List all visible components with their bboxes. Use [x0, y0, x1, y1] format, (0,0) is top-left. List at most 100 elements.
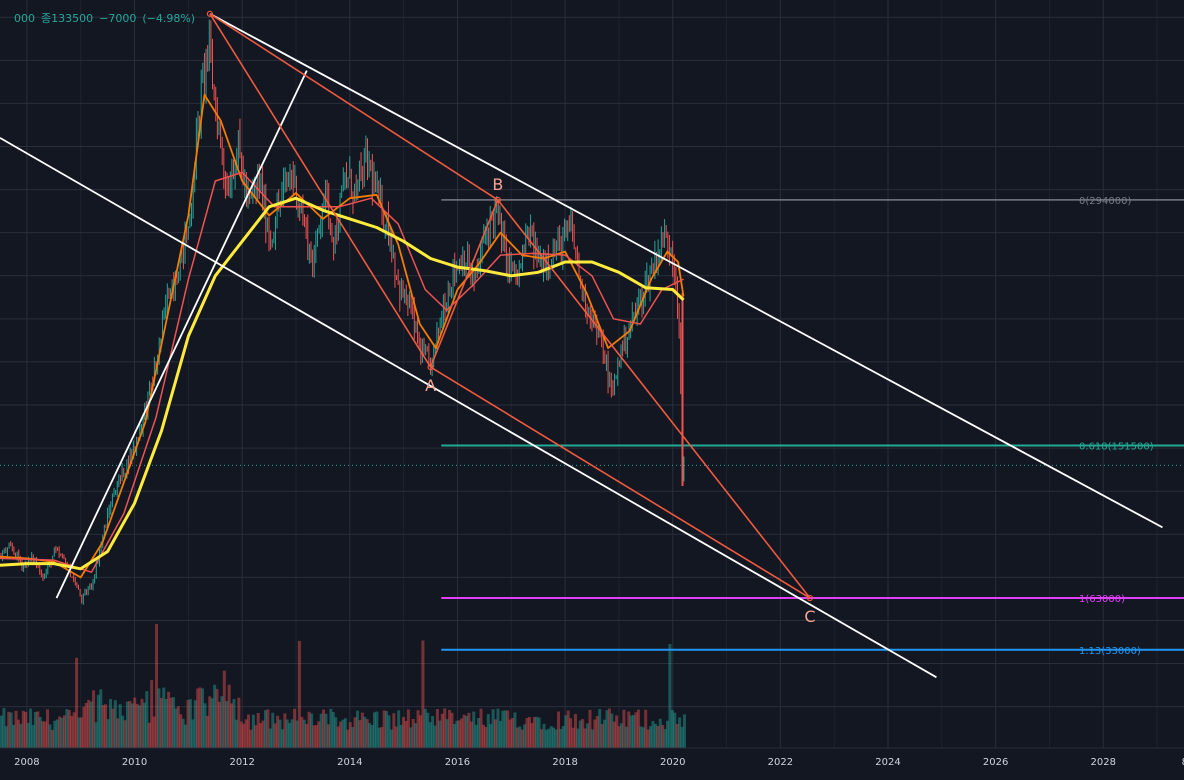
volume-bar: [251, 714, 255, 748]
volume-bar: [583, 728, 587, 748]
volume-bar: [612, 721, 616, 748]
abc-leg[interactable]: [429, 199, 499, 368]
volume-bar: [225, 701, 229, 748]
abc-leg[interactable]: [209, 13, 499, 201]
channel-line[interactable]: [55, 70, 308, 599]
ma_mid-line: [0, 171, 684, 573]
volume-bar: [518, 726, 522, 748]
volume-bar: [104, 704, 108, 748]
abc-point[interactable]: [494, 196, 501, 204]
volume-bar: [203, 703, 207, 748]
volume-bar: [263, 710, 267, 748]
volume-bar: [641, 727, 645, 748]
volume-bar: [682, 714, 686, 748]
volume-bar: [145, 691, 149, 748]
volume-bar: [467, 712, 471, 748]
volume-bar: [445, 719, 449, 748]
volume-bar: [329, 708, 333, 748]
volume-bar: [159, 698, 163, 748]
volume-bar: [494, 719, 498, 748]
volume-bar: [7, 711, 11, 748]
volume-bar: [84, 703, 88, 748]
channel-lines[interactable]: [0, 12, 1163, 679]
volume-bar: [443, 708, 447, 748]
abc-point[interactable]: [806, 594, 814, 602]
volume-bar: [576, 728, 580, 748]
moving-averages: [0, 93, 685, 579]
volume-bar: [508, 719, 512, 748]
legend-price-fragment: 000: [14, 12, 35, 25]
volume-bar: [399, 725, 403, 748]
volume-bar: [133, 697, 137, 748]
volume-bar: [656, 725, 660, 748]
volume-bar: [268, 728, 272, 748]
volume-bar: [653, 723, 657, 748]
volume-bar: [75, 657, 79, 748]
volume-bar: [622, 709, 626, 748]
volume-bar: [549, 726, 553, 748]
x-tick-label: 2026: [983, 757, 1008, 768]
abc-point[interactable]: [206, 10, 213, 17]
volume-bar: [542, 723, 546, 748]
abc-leg[interactable]: [209, 13, 432, 368]
volume-bar: [581, 719, 585, 748]
volume-bar: [138, 705, 142, 748]
volume-bar: [16, 719, 20, 748]
volume-bar: [571, 727, 575, 748]
channel-line[interactable]: [209, 12, 1163, 529]
volume-bar: [440, 713, 444, 748]
volume-bar: [312, 725, 316, 748]
volume-bar: [450, 712, 454, 748]
volume-bar: [469, 721, 473, 748]
volume-bar: [593, 719, 597, 748]
volume-bar: [486, 714, 490, 748]
volume-bar: [108, 699, 112, 748]
abc-point[interactable]: [427, 364, 434, 371]
volume-bar: [24, 711, 28, 748]
x-tick-label: 2016: [445, 757, 470, 768]
volume-bar: [21, 710, 25, 748]
volume-bar: [411, 719, 415, 748]
volume-bars: [0, 623, 686, 748]
fib-retracement[interactable]: 0(294000) 0.618(151500) 1(63000) 1.13(33000…: [441, 196, 1184, 657]
volume-bar: [523, 724, 527, 748]
volume-bar: [455, 720, 459, 748]
legend-change: −7000: [99, 12, 137, 25]
volume-bar: [605, 710, 609, 748]
abc-leg[interactable]: [430, 366, 811, 599]
volume-bar: [101, 705, 105, 748]
volume-bar: [288, 723, 292, 748]
volume-bar: [53, 720, 57, 748]
volume-bar: [14, 710, 18, 748]
volume-bar: [348, 722, 352, 748]
volume-bar: [387, 715, 391, 748]
volume-bar: [358, 720, 362, 748]
ma_fast-line: [0, 93, 685, 579]
volume-bar: [646, 729, 650, 748]
volume-bar: [368, 722, 372, 748]
channel-line[interactable]: [0, 137, 937, 679]
volume-bar: [392, 713, 396, 748]
volume-bar: [4, 726, 8, 748]
abc-leg[interactable]: [497, 199, 811, 599]
volume-bar: [552, 727, 556, 748]
abc-pattern[interactable]: A B C: [206, 10, 816, 626]
volume-bar: [31, 725, 35, 748]
volume-bar: [188, 699, 192, 748]
volume-bar: [322, 709, 326, 748]
volume-bar: [527, 716, 531, 748]
volume-bar: [307, 711, 311, 748]
volume-bar: [67, 710, 71, 748]
volume-bar: [60, 717, 64, 748]
volume-bar: [220, 696, 224, 748]
volume-bar: [428, 722, 432, 748]
fib-level-label: 0(294000): [1079, 196, 1131, 207]
x-tick-label: 2012: [229, 757, 254, 768]
volume-bar: [353, 717, 357, 748]
volume-bar: [293, 708, 297, 748]
volume-bar: [586, 723, 590, 748]
volume-bar: [12, 724, 16, 748]
